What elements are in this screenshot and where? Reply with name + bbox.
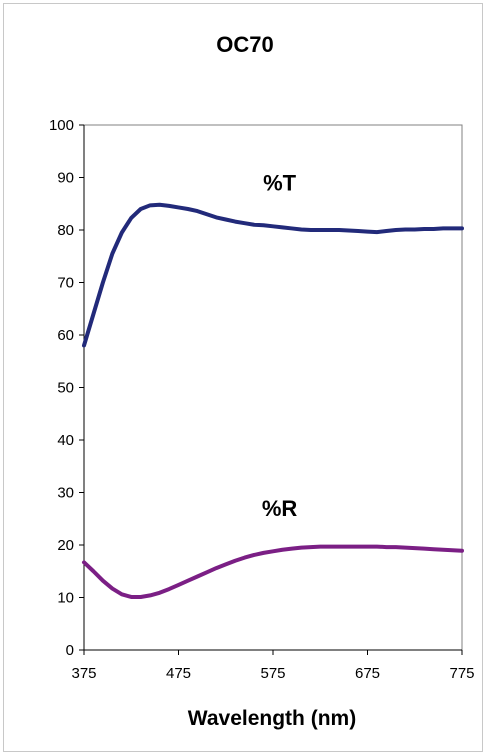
- chart-title: OC70: [216, 32, 273, 57]
- plot-area: 0 10 20 30 40 50 60 70 80 90 100 375 475 575 675 775 %T%…: [49, 117, 475, 682]
- y-tick-label: 50: [57, 380, 74, 397]
- y-tick-label: 10: [57, 590, 74, 607]
- y-tick-label: 70: [57, 275, 74, 292]
- y-tick-label: 20: [57, 537, 74, 554]
- y-tick-label: 100: [49, 117, 74, 134]
- y-tick-label: 80: [57, 222, 74, 239]
- x-tick-label: 375: [71, 665, 96, 682]
- series-label-t: %T: [263, 171, 297, 196]
- chart-frame: [3, 3, 483, 752]
- y-tick-label: 90: [57, 170, 74, 187]
- series-line-r: [82, 544, 464, 599]
- series-label-r: %R: [262, 496, 298, 521]
- x-tick-label: 475: [166, 665, 191, 682]
- y-tick-label: 60: [57, 327, 74, 344]
- y-tick-label: 30: [57, 485, 74, 502]
- y-tick-label: 0: [66, 642, 74, 659]
- plot-border: [83, 124, 463, 651]
- x-axis-label: Wavelength (nm): [188, 707, 356, 730]
- x-tick-label: 675: [355, 665, 380, 682]
- x-tick-label: 575: [260, 665, 285, 682]
- x-tick-label: 775: [449, 665, 474, 682]
- y-tick-label: 40: [57, 432, 74, 449]
- series-line-t: [82, 202, 464, 348]
